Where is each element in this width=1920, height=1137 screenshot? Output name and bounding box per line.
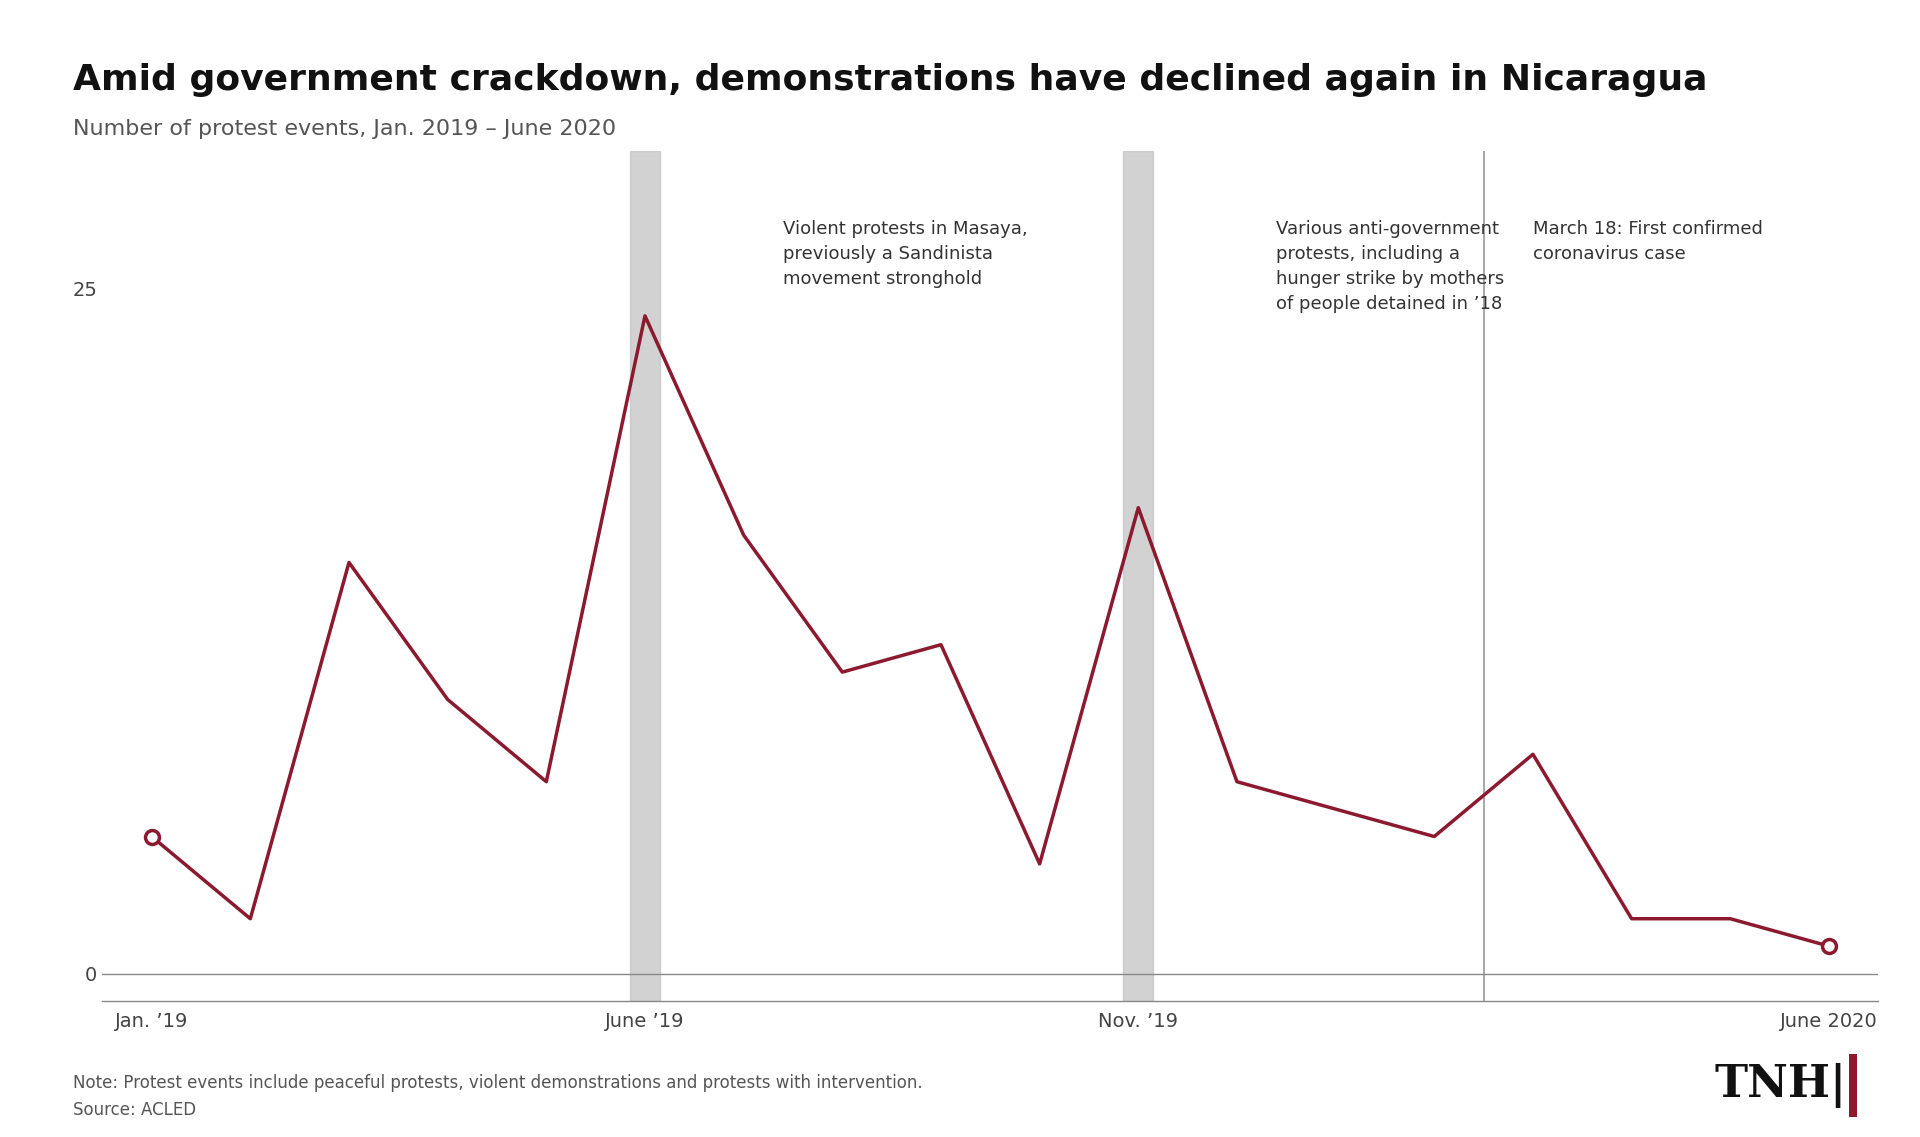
- Bar: [630, 151, 660, 1001]
- Text: Source: ACLED: Source: ACLED: [73, 1101, 196, 1119]
- Text: TNH|: TNH|: [1715, 1063, 1847, 1109]
- Text: Number of protest events, Jan. 2019 – June 2020: Number of protest events, Jan. 2019 – Ju…: [73, 119, 616, 140]
- Text: March 18: First confirmed
coronavirus case: March 18: First confirmed coronavirus ca…: [1532, 219, 1763, 263]
- Text: Note: Protest events include peaceful protests, violent demonstrations and prote: Note: Protest events include peaceful pr…: [73, 1074, 924, 1093]
- Text: Violent protests in Masaya,
previously a Sandinista
movement stronghold: Violent protests in Masaya, previously a…: [783, 219, 1027, 288]
- Text: Various anti-government
protests, including a
hunger strike by mothers
of people: Various anti-government protests, includ…: [1277, 219, 1505, 313]
- Text: Amid government crackdown, demonstrations have declined again in Nicaragua: Amid government crackdown, demonstration…: [73, 63, 1707, 97]
- Bar: [1123, 151, 1154, 1001]
